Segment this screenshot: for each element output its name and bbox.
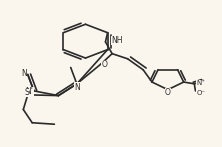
Text: O: O	[102, 60, 107, 69]
Text: O⁻: O⁻	[197, 90, 206, 96]
Text: NH: NH	[112, 36, 123, 45]
Text: O: O	[165, 88, 171, 97]
Text: N: N	[21, 69, 27, 78]
Text: N⁺: N⁺	[196, 80, 206, 86]
Text: S: S	[24, 88, 29, 97]
Text: N': N'	[26, 87, 33, 96]
Text: N: N	[74, 83, 80, 92]
